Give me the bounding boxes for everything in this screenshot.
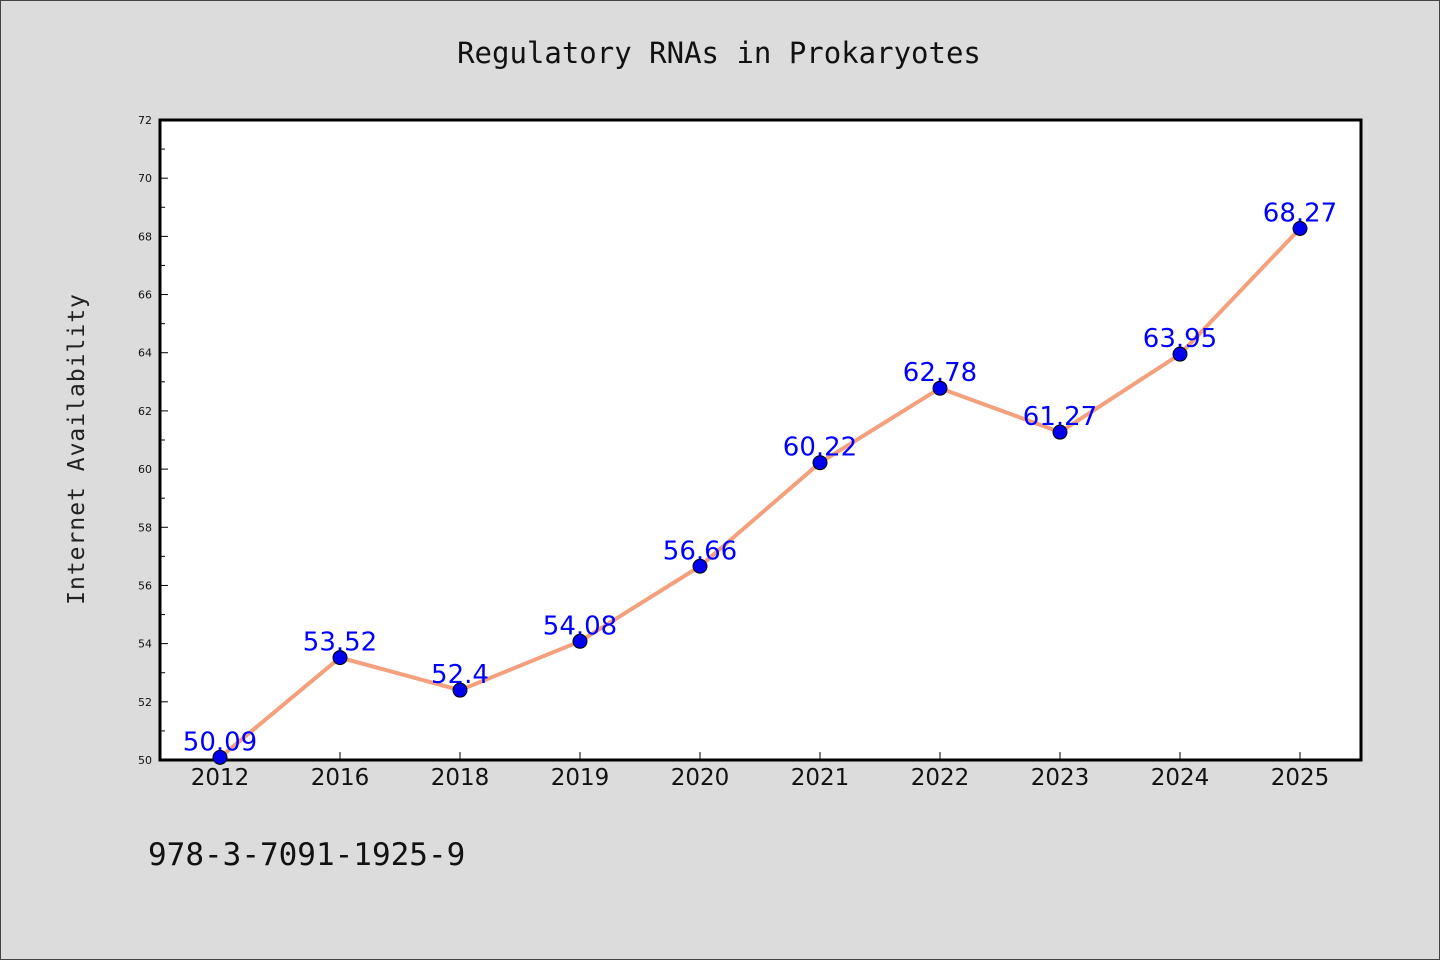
- series-line: [218, 227, 1302, 759]
- data-label: 54.08: [543, 611, 617, 641]
- x-tick-label: 2012: [191, 765, 250, 791]
- x-tick-label: 2024: [1151, 765, 1210, 791]
- data-label: 61.27: [1023, 402, 1097, 432]
- y-tick-label: 56: [138, 579, 152, 592]
- x-tick-label: 2025: [1271, 765, 1330, 791]
- data-label: 50.09: [183, 727, 257, 757]
- x-tick-label: 2019: [551, 765, 610, 791]
- y-tick-label: 64: [138, 347, 152, 360]
- data-point: [1172, 346, 1188, 362]
- y-tick-label: 70: [138, 172, 152, 185]
- y-tick-label: 66: [138, 289, 152, 302]
- y-tick-label: 52: [138, 696, 152, 709]
- data-point: [332, 650, 348, 666]
- data-point: [1292, 221, 1308, 237]
- x-tick-label: 2021: [791, 765, 850, 791]
- y-axis-label: Internet Availability: [64, 293, 90, 605]
- data-point: [932, 380, 948, 396]
- data-label: 52.4: [431, 660, 489, 690]
- y-tick-label: 72: [138, 114, 152, 127]
- x-axis: 2012 2016 2018 2019 2020 2021 2022 2023 2024 2025: [191, 752, 1330, 791]
- data-label: 56.66: [663, 536, 737, 566]
- data-point: [452, 682, 468, 698]
- x-tick-label: 2020: [671, 765, 730, 791]
- x-tick-label: 2018: [431, 765, 490, 791]
- y-tick-label: 62: [138, 405, 152, 418]
- y-tick-label: 58: [138, 521, 152, 534]
- data-point: [1052, 424, 1068, 440]
- y-tick-label: 68: [138, 230, 152, 243]
- y-tick-label: 50: [138, 754, 152, 767]
- data-label: 60.22: [783, 433, 857, 463]
- data-label: 53.52: [303, 628, 377, 658]
- data-labels: 50.09 53.52 52.4 54.08 56.66 60.22 62.78 61.27 6…: [183, 199, 1337, 758]
- data-label: 63.95: [1143, 324, 1217, 354]
- x-tick-label: 2023: [1031, 765, 1090, 791]
- x-tick-label: 2022: [911, 765, 970, 791]
- data-label: 62.78: [903, 358, 977, 388]
- series-markers: [212, 221, 1308, 765]
- chart-title: Regulatory RNAs in Prokaryotes: [457, 36, 981, 70]
- isbn-text: 978-3-7091-1925-9: [148, 837, 465, 873]
- data-point: [572, 633, 588, 649]
- data-point: [212, 749, 228, 765]
- y-tick-label: 60: [138, 463, 152, 476]
- data-point: [692, 558, 708, 574]
- data-point: [812, 455, 828, 471]
- plot-area: [158, 118, 1363, 762]
- y-axis: 50 52 54 56 58 60 62 64 66 68 70 72: [138, 114, 168, 767]
- x-tick-label: 2016: [311, 765, 370, 791]
- data-label: 68.27: [1263, 199, 1337, 229]
- y-tick-label: 54: [138, 638, 152, 651]
